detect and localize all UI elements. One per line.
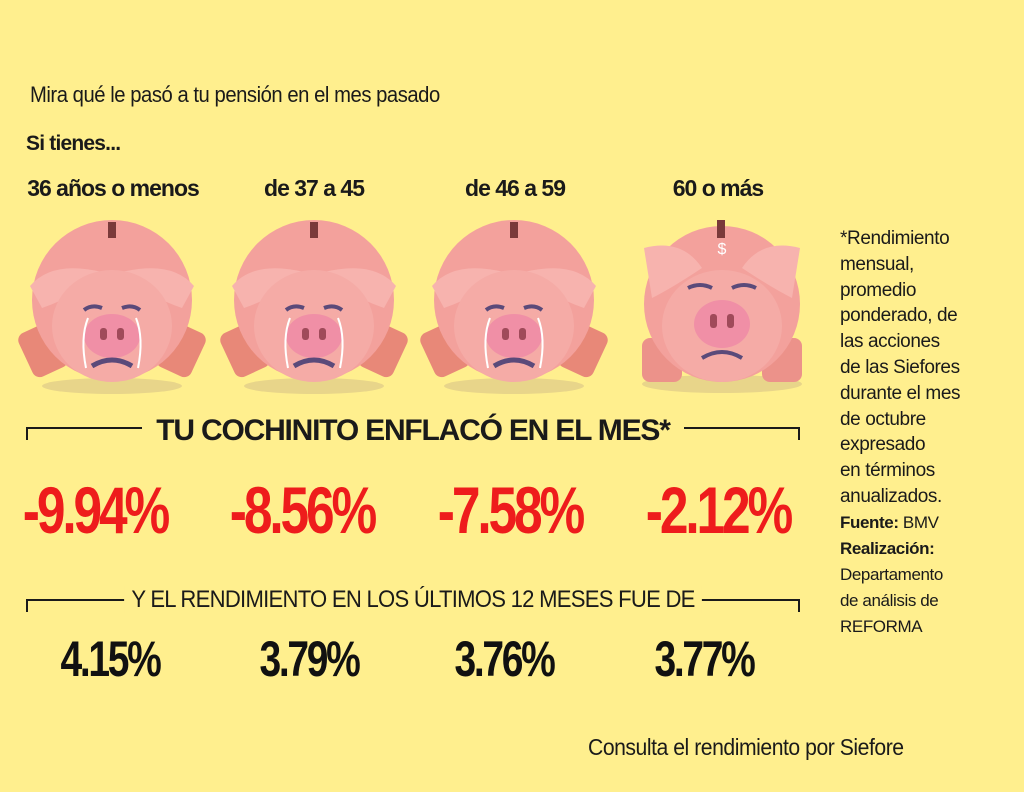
- footnote-line: las acciones: [840, 331, 940, 353]
- bracket-divider: [26, 427, 28, 440]
- credit-line: Departamento: [840, 564, 943, 584]
- monthly-return-value: -8.56%: [229, 473, 378, 547]
- monthly-heading-bracket: TU COCHINITO ENFLACÓ EN EL MES*: [24, 414, 802, 454]
- crying-piggy-bank-icon: [18, 220, 206, 394]
- credit-line: de análisis de: [840, 590, 939, 610]
- footnote-line: ponderado, de: [840, 305, 958, 327]
- monthly-return-value: -9.94%: [22, 473, 171, 547]
- crying-piggy-bank-icon: [220, 220, 408, 394]
- credit-label: Realización:: [840, 538, 935, 558]
- monthly-heading: TU COCHINITO ENFLACÓ EN EL MES*: [142, 414, 684, 447]
- footnote: *Rendimiento mensual, promedio ponderado…: [840, 226, 1020, 640]
- footnote-line: en términos: [840, 460, 935, 482]
- annual-heading-bracket: Y EL RENDIMIENTO EN LOS ÚLTIMOS 12 MESES…: [24, 586, 802, 622]
- intro-text: Mira qué le pasó a tu pensión en el mes …: [30, 82, 440, 107]
- monthly-return-value: -7.58%: [437, 473, 586, 547]
- source-value: BMV: [898, 512, 939, 532]
- footnote-line: mensual,: [840, 253, 914, 275]
- bracket-divider: [26, 599, 28, 612]
- bracket-divider: [798, 599, 800, 612]
- footer-link[interactable]: Consulta el rendimiento por Siefore: [588, 734, 904, 760]
- annual-heading: Y EL RENDIMIENTO EN LOS ÚLTIMOS 12 MESES…: [123, 586, 703, 613]
- footnote-line: promedio: [840, 279, 917, 301]
- footnote-line: de octubre: [840, 408, 926, 430]
- annual-return-value: 3.77%: [654, 631, 756, 687]
- source-line: Fuente: BMV: [840, 510, 1020, 536]
- footnote-line: expresado: [840, 434, 926, 456]
- annual-return-value: 4.15%: [60, 631, 162, 687]
- sad-piggy-bank-icon: $: [642, 220, 802, 393]
- bracket-divider: [798, 427, 800, 440]
- annual-return-value: 3.79%: [259, 631, 361, 687]
- footnote-line: de las Siefores: [840, 356, 960, 378]
- age-group-label: 36 años o menos: [27, 175, 200, 201]
- footnote-line: durante el mes: [840, 382, 961, 404]
- age-group-label: de 37 a 45: [264, 175, 365, 201]
- age-group-label: 60 o más: [672, 175, 764, 201]
- monthly-return-value: -2.12%: [645, 473, 794, 547]
- prompt-text: Si tienes...: [26, 132, 121, 155]
- svg-text:$: $: [718, 241, 727, 258]
- crying-piggy-bank-icon: [420, 220, 608, 394]
- footnote-line: *Rendimiento: [840, 228, 950, 249]
- credit-line: REFORMA: [840, 616, 923, 636]
- footnote-line: anualizados.: [840, 485, 942, 507]
- annual-return-value: 3.76%: [454, 631, 556, 687]
- source-label: Fuente:: [840, 512, 899, 532]
- age-group-label: de 46 a 59: [465, 175, 566, 201]
